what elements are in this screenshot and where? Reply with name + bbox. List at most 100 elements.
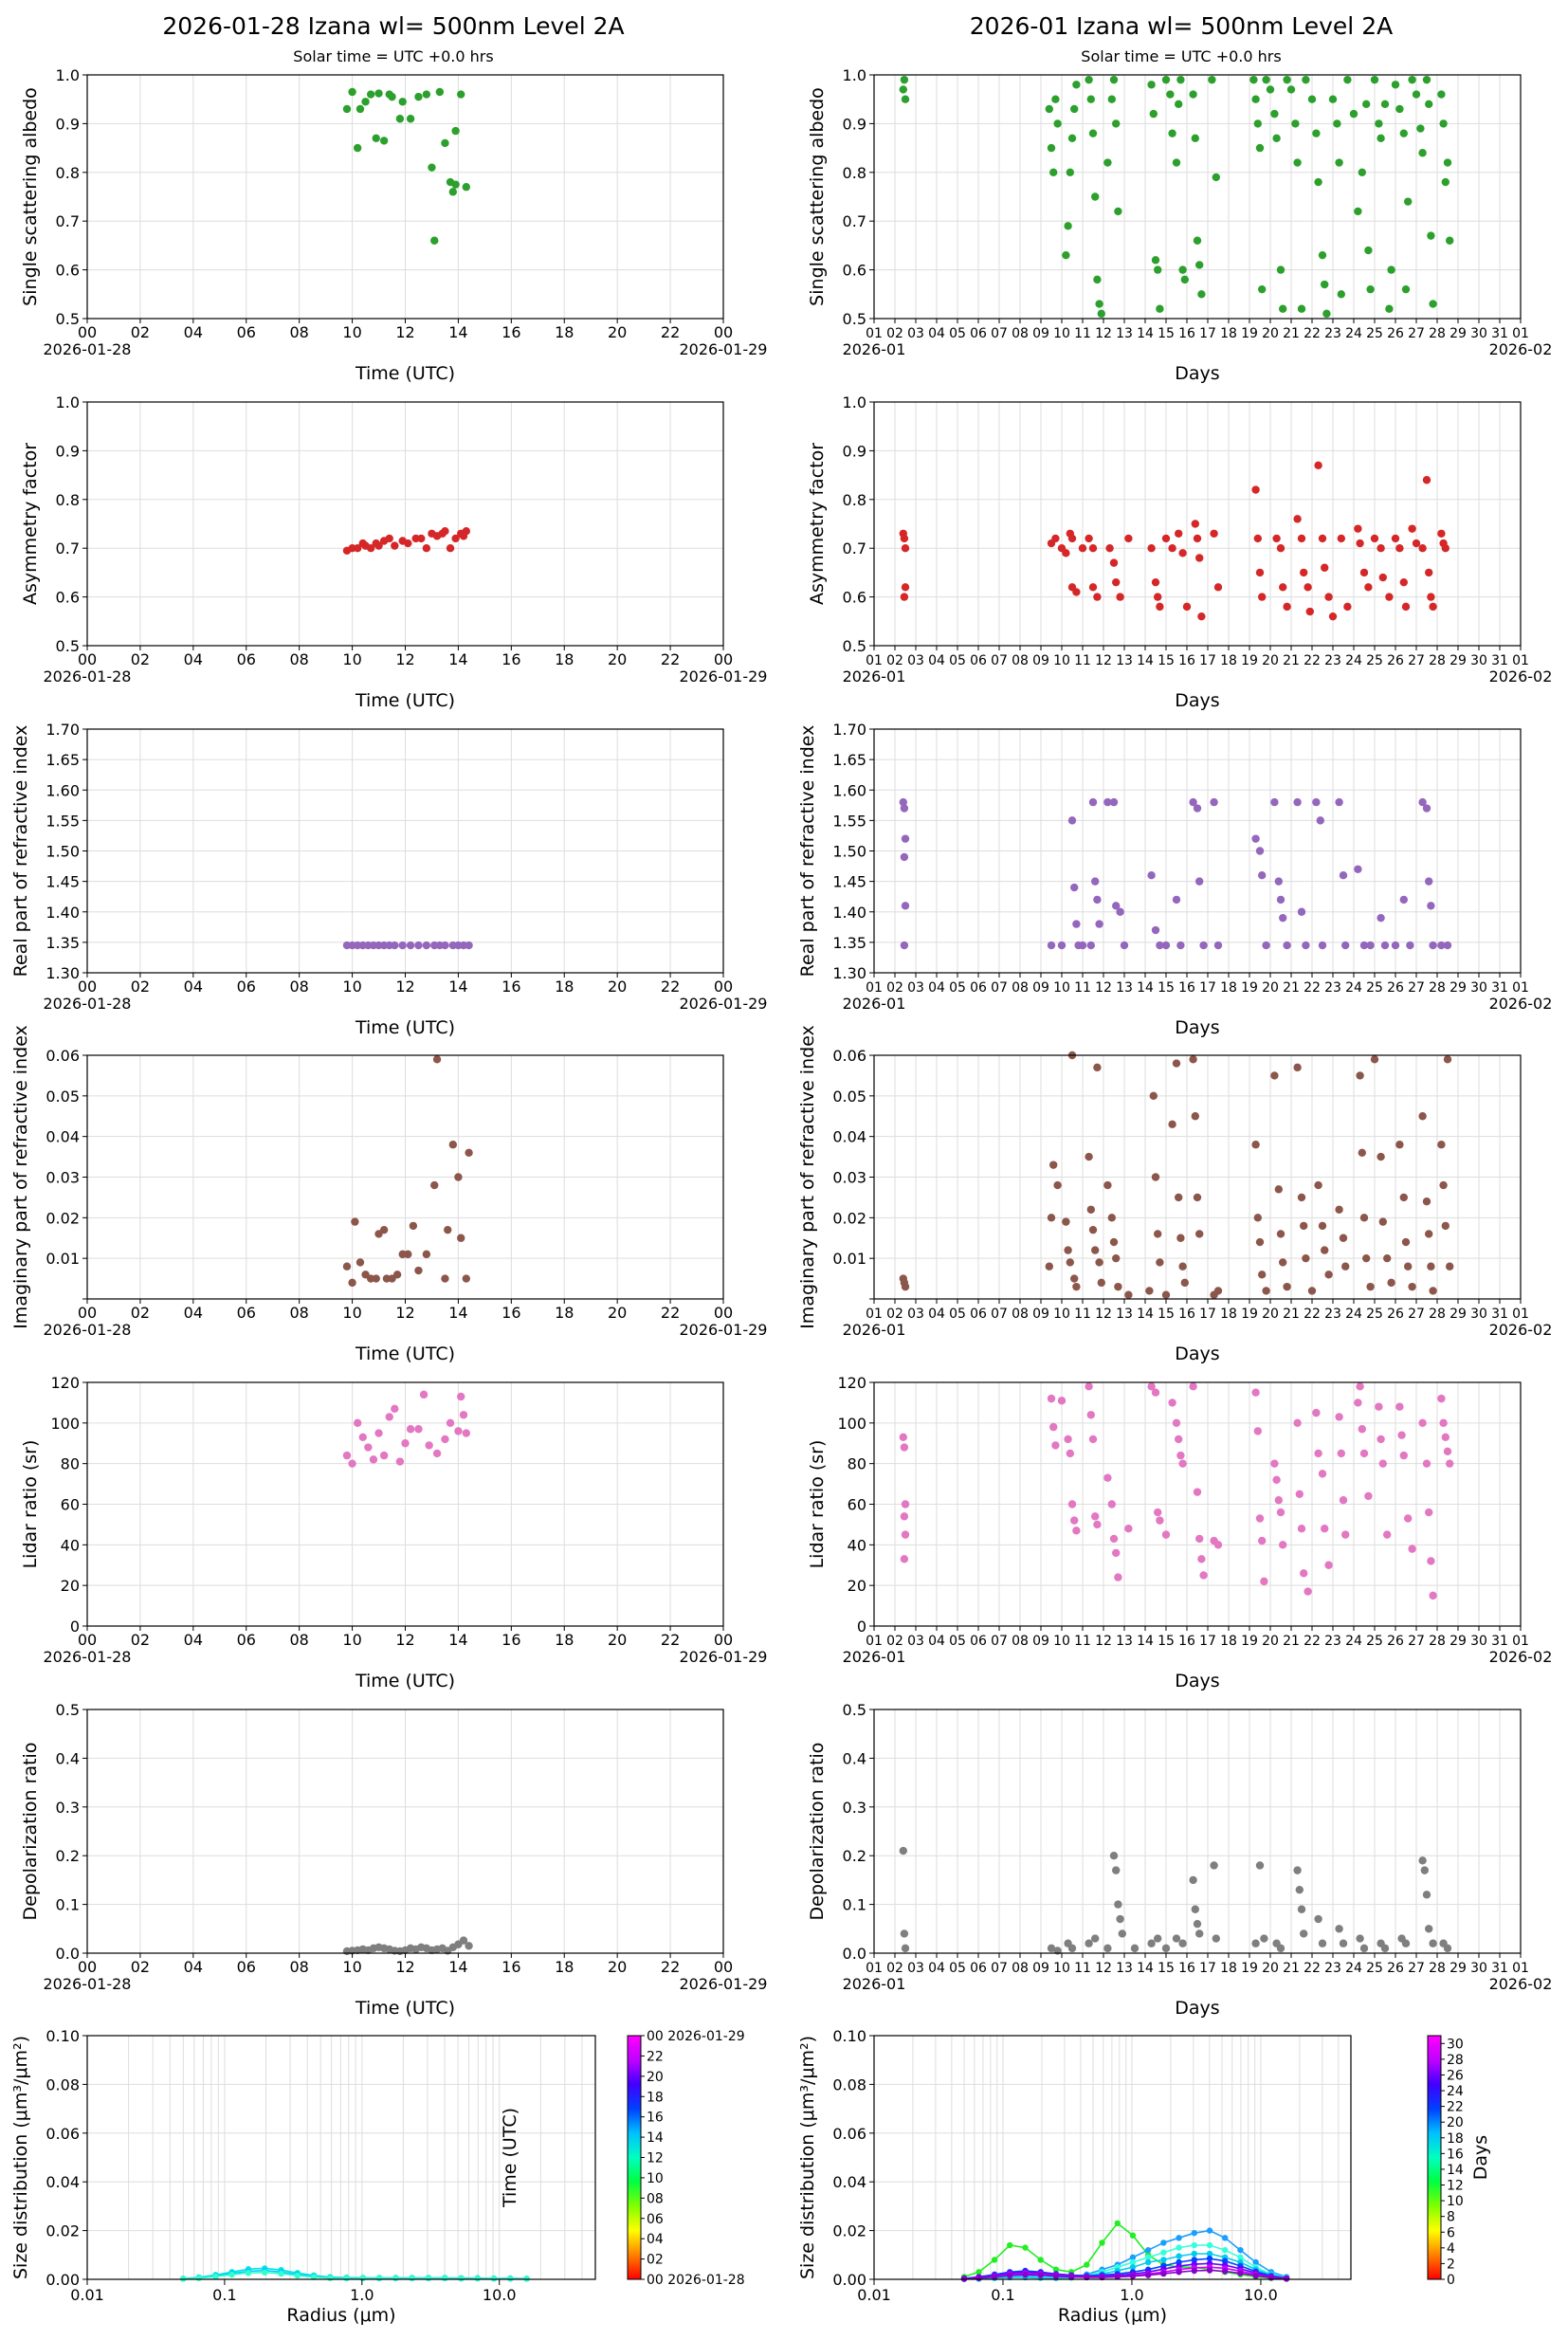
data-point (1151, 925, 1160, 935)
data-point (1047, 1944, 1056, 1953)
colorbar (627, 2035, 642, 2280)
data-point (441, 941, 449, 950)
y-tick-label: 0.7 (843, 539, 866, 558)
data-point (1408, 75, 1416, 84)
x-axis-label: Days (1175, 1998, 1219, 2019)
y-tick-label: 0.02 (832, 1209, 866, 1227)
x-sub-label-end: 2026-01-29 (680, 1975, 768, 1993)
data-point (462, 183, 471, 192)
data-point (1176, 1451, 1185, 1460)
colorbar-tick-label: 30 (1447, 2037, 1464, 2052)
data-point (1354, 1399, 1362, 1407)
data-point (1091, 1512, 1100, 1521)
x-tick-label: 0.1 (991, 2286, 1014, 2304)
data-point (1427, 593, 1435, 601)
data-point (899, 1846, 907, 1856)
size-distribution-point (1160, 2270, 1167, 2277)
panel-rri_month: 01 02 03 04 05 06 07 08 09 10 11 12 13 14 15 16 17 18 19 20… (797, 721, 1552, 1038)
data-point (1145, 1287, 1154, 1295)
data-point (1189, 1875, 1197, 1885)
x-tick-label: 04 (184, 1631, 203, 1649)
data-point (1053, 1180, 1062, 1190)
colorbar-tick-label: 12 (1447, 2179, 1464, 2194)
data-point (1375, 1402, 1383, 1411)
data-point (1335, 158, 1343, 167)
data-point (901, 95, 910, 103)
x-tick-label: 13 (1116, 653, 1133, 668)
data-point (1439, 119, 1448, 128)
x-tick-label: 29 (1449, 980, 1467, 996)
data-point (1383, 1253, 1392, 1263)
size-distribution-point (1176, 2269, 1182, 2276)
data-point (1321, 1525, 1329, 1533)
size-distribution-point (1067, 2274, 1075, 2280)
axes-frame (873, 401, 1522, 647)
x-tick-label: 23 (1324, 653, 1341, 668)
size-distribution-point (228, 2271, 235, 2278)
x-tick-label: 18 (555, 650, 574, 668)
data-point (1359, 568, 1369, 577)
x-tick-label: 25 (1366, 1634, 1383, 1649)
data-point (395, 115, 405, 123)
y-tick-label: 0.6 (843, 589, 866, 607)
x-tick-label: 04 (928, 1307, 945, 1322)
x-tick-label: 02 (131, 1304, 150, 1322)
x-tick-label: 08 (289, 1958, 308, 1976)
x-tick-label: 22 (1304, 1307, 1321, 1322)
data-point (1255, 1237, 1265, 1247)
data-point (1314, 1180, 1322, 1190)
data-point (432, 1055, 442, 1064)
x-tick-label: 03 (907, 1634, 924, 1649)
size-distribution-point (991, 2257, 998, 2263)
data-point (1067, 1500, 1077, 1508)
data-point (1274, 1185, 1284, 1194)
data-point (1343, 75, 1352, 84)
data-point (1418, 1112, 1427, 1121)
data-point (1197, 612, 1206, 621)
data-point (1088, 544, 1098, 553)
x-tick-label: 19 (1241, 326, 1258, 341)
data-point (385, 534, 393, 543)
y-tick-label: 0.10 (832, 2027, 866, 2045)
x-tick-label: 10 (342, 1304, 361, 1322)
x-tick-label: 10 (342, 323, 361, 341)
size-distribution-point (1191, 2267, 1197, 2275)
data-point (1314, 1449, 1322, 1458)
x-sub-label-end: 2026-02 (1489, 1648, 1553, 1666)
data-point (900, 1443, 909, 1452)
y-tick-label: 0.08 (832, 2075, 866, 2093)
x-tick-label: 08 (289, 323, 308, 341)
y-tick-label: 1.55 (832, 812, 866, 830)
x-tick-label: 27 (1408, 1307, 1425, 1322)
x-tick-label: 10 (342, 978, 361, 996)
axes-frame (873, 2035, 1352, 2280)
data-point (1318, 1939, 1327, 1947)
x-tick-label: 05 (949, 980, 966, 996)
x-tick-label: 19 (1241, 980, 1258, 996)
data-point (1161, 1290, 1171, 1299)
data-point (1189, 1382, 1197, 1391)
data-point (1422, 476, 1431, 484)
y-tick-label: 60 (848, 1496, 866, 1514)
y-tick-label: 0.9 (843, 442, 866, 460)
data-point (1276, 265, 1285, 274)
data-point (1408, 1282, 1416, 1291)
x-tick-label: 1.0 (350, 2286, 374, 2304)
data-point (1418, 1418, 1427, 1428)
data-point (1300, 1221, 1308, 1231)
y-tick-label: 1.45 (832, 873, 866, 891)
data-point (1399, 129, 1409, 137)
data-point (1335, 1205, 1343, 1214)
data-point (1093, 275, 1102, 284)
colorbar-tick-label: 16 (1447, 2147, 1464, 2162)
data-point (1291, 119, 1300, 128)
x-tick-label: 06 (970, 1634, 987, 1649)
data-point (1370, 75, 1379, 84)
data-point (1093, 1063, 1102, 1072)
data-point (1057, 941, 1067, 950)
data-point (1293, 1418, 1302, 1428)
x-tick-label: 17 (1199, 326, 1216, 341)
data-point (1370, 1055, 1379, 1064)
size-distribution-point (1144, 2272, 1152, 2278)
x-sub-label-end: 2026-01-29 (680, 667, 768, 686)
